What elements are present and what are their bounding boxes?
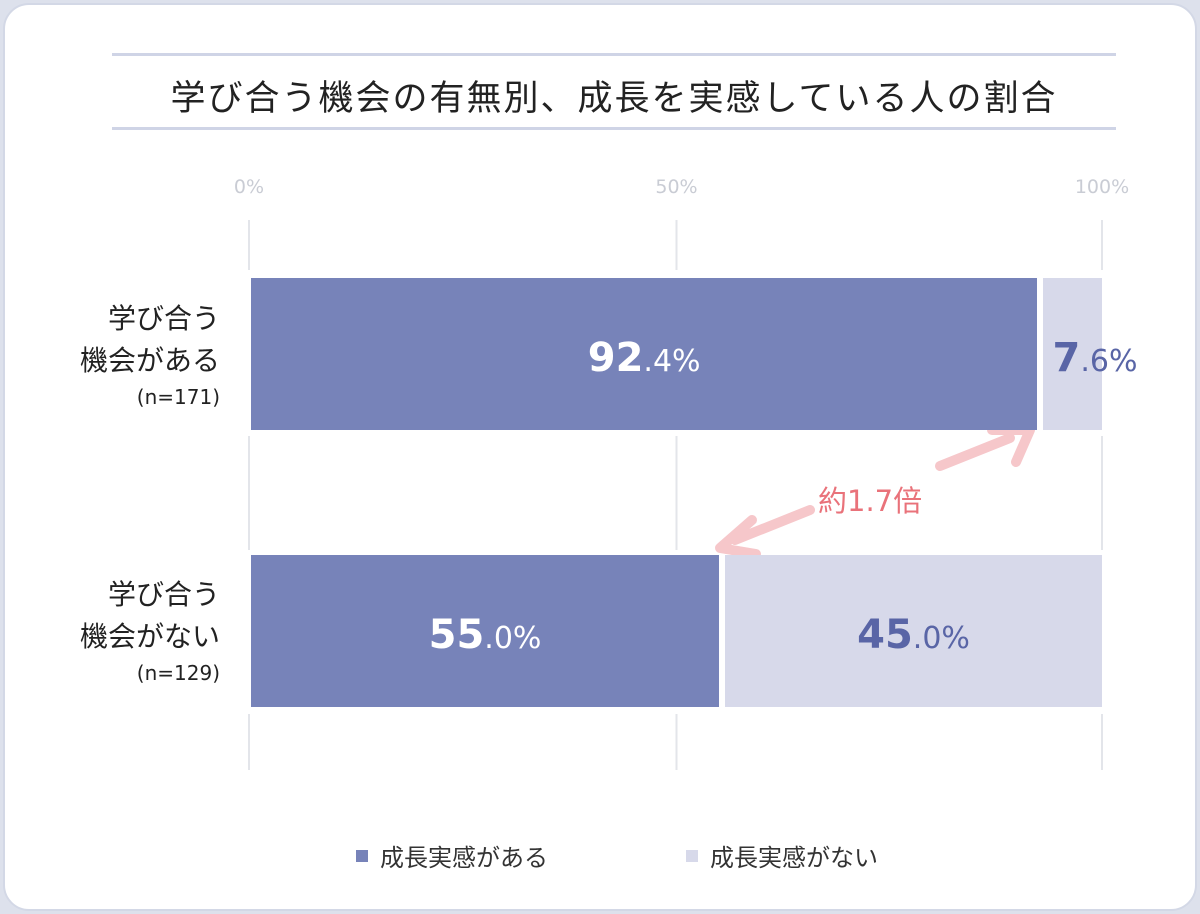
bar-label-dec-0-0: .4%	[643, 344, 701, 379]
chart-card	[3, 3, 1197, 911]
category-0-line2: 機会がある	[79, 344, 220, 377]
category-0-n: (n=171)	[136, 385, 220, 409]
category-label-1: 学び合う 機会がない (n=129)	[80, 574, 220, 688]
legend-item-0: 成長実感がある	[356, 838, 548, 873]
legend-label-1: 成長実感がない	[710, 844, 878, 872]
bar-label-int-1-1: 45	[857, 612, 913, 658]
legend-label-0: 成長実感がある	[380, 844, 548, 872]
bar-label-dec-1-1: .0%	[912, 621, 970, 656]
bar-label-0-1: 7.6%	[1053, 335, 1138, 381]
legend-swatch-1	[686, 849, 698, 862]
legend-item-1: 成長実感がない	[686, 838, 878, 873]
bar-1-1	[725, 555, 1102, 707]
x-tick-label-2: 100%	[1074, 176, 1130, 198]
ratio-annotation: 約1.7倍	[818, 484, 923, 518]
bar-label-dec-0-1: .6%	[1080, 344, 1138, 379]
x-tick-label-1: 50%	[655, 176, 698, 198]
category-1-line2: 機会がない	[79, 620, 220, 653]
bar-label-1-0: 55.0%	[429, 612, 542, 658]
bar-label-int-1-0: 55	[428, 612, 485, 658]
bar-1-0	[251, 555, 720, 707]
title-rule-top	[112, 53, 1116, 56]
category-label-0: 学び合う 機会がある (n=171)	[80, 298, 220, 412]
bar-label-int-0-0: 92	[587, 335, 644, 381]
bar-label-1-1: 45.0%	[857, 612, 970, 658]
ratio-arrow	[715, 425, 1035, 559]
category-0-line1: 学び合う	[107, 302, 220, 335]
bar-0-1	[1043, 278, 1102, 430]
category-1-n: (n=129)	[136, 661, 220, 685]
bar-label-int-0-1: 7	[1052, 335, 1081, 381]
bar-label-0-0: 92.4%	[588, 335, 701, 381]
x-tick-label-0: 0%	[233, 176, 265, 198]
title-rule-bottom	[112, 127, 1116, 130]
legend-swatch-0	[356, 849, 368, 862]
bar-0-0	[251, 278, 1038, 430]
chart-title: 学び合う機会の有無別、成長を実感している人の割合	[170, 79, 1058, 119]
bar-label-dec-1-0: .0%	[484, 621, 542, 656]
category-1-line1: 学び合う	[107, 578, 220, 611]
